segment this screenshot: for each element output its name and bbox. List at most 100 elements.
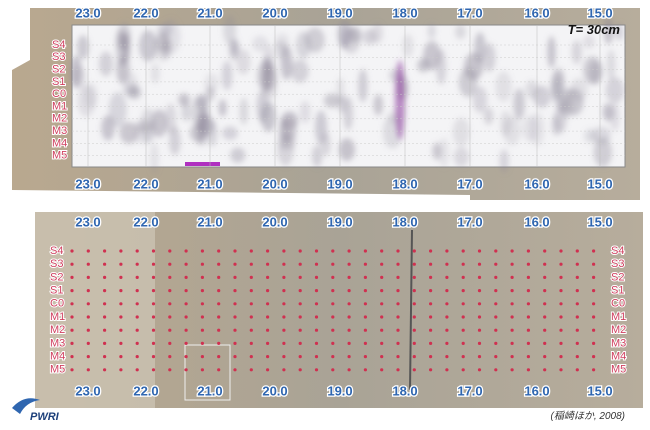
point bbox=[185, 263, 188, 266]
point bbox=[87, 249, 90, 252]
distance-label: 16.0 bbox=[524, 383, 549, 398]
scan-blob bbox=[222, 61, 233, 91]
point bbox=[413, 263, 416, 266]
scan-blob bbox=[275, 41, 287, 59]
point bbox=[364, 355, 367, 358]
point bbox=[185, 289, 188, 292]
point bbox=[152, 355, 155, 358]
point bbox=[315, 355, 318, 358]
point bbox=[592, 368, 595, 371]
point bbox=[282, 263, 285, 266]
point bbox=[445, 302, 448, 305]
point bbox=[380, 249, 383, 252]
point bbox=[70, 249, 73, 252]
point bbox=[87, 302, 90, 305]
point bbox=[429, 329, 432, 332]
point bbox=[266, 276, 269, 279]
point bbox=[266, 329, 269, 332]
row-label: M4 bbox=[50, 351, 65, 363]
point bbox=[527, 302, 530, 305]
point bbox=[380, 329, 383, 332]
point bbox=[462, 249, 465, 252]
point bbox=[429, 315, 432, 318]
point bbox=[510, 315, 513, 318]
point bbox=[364, 249, 367, 252]
point bbox=[217, 302, 220, 305]
scan-blob bbox=[547, 36, 555, 68]
point bbox=[543, 368, 546, 371]
point bbox=[103, 263, 106, 266]
point bbox=[559, 276, 562, 279]
point bbox=[315, 302, 318, 305]
distance-label: 19.0 bbox=[327, 5, 352, 20]
point bbox=[87, 263, 90, 266]
point bbox=[87, 368, 90, 371]
point bbox=[315, 276, 318, 279]
point bbox=[185, 249, 188, 252]
scan-blob bbox=[70, 56, 82, 88]
point bbox=[364, 368, 367, 371]
point bbox=[152, 329, 155, 332]
point bbox=[348, 315, 351, 318]
point bbox=[380, 263, 383, 266]
point bbox=[380, 276, 383, 279]
distance-label: 15.0 bbox=[587, 5, 612, 20]
distance-label: 23.0 bbox=[75, 5, 100, 20]
point bbox=[331, 302, 334, 305]
point bbox=[201, 289, 204, 292]
point bbox=[250, 289, 253, 292]
scan-blob bbox=[503, 116, 521, 145]
scan-blob bbox=[559, 88, 573, 118]
point bbox=[576, 355, 579, 358]
point bbox=[152, 276, 155, 279]
point bbox=[331, 249, 334, 252]
point bbox=[559, 263, 562, 266]
point bbox=[445, 315, 448, 318]
point bbox=[429, 289, 432, 292]
distance-label: 20.0 bbox=[262, 5, 287, 20]
thickness-label: T= 30cm bbox=[568, 22, 621, 37]
scan-blob bbox=[513, 88, 525, 119]
point bbox=[217, 368, 220, 371]
point bbox=[413, 329, 416, 332]
point bbox=[152, 315, 155, 318]
point bbox=[364, 263, 367, 266]
point bbox=[494, 368, 497, 371]
row-label: M5 bbox=[50, 364, 65, 376]
point bbox=[592, 302, 595, 305]
point bbox=[592, 276, 595, 279]
point bbox=[299, 368, 302, 371]
row-label: S3 bbox=[611, 258, 624, 270]
point bbox=[348, 342, 351, 345]
point bbox=[315, 329, 318, 332]
point bbox=[527, 249, 530, 252]
point bbox=[494, 329, 497, 332]
point bbox=[462, 368, 465, 371]
point bbox=[315, 263, 318, 266]
point bbox=[185, 342, 188, 345]
scan-blob bbox=[483, 43, 495, 72]
point bbox=[510, 355, 513, 358]
row-label: M2 bbox=[52, 113, 67, 125]
point bbox=[119, 249, 122, 252]
point bbox=[103, 329, 106, 332]
point bbox=[331, 315, 334, 318]
point bbox=[201, 302, 204, 305]
point bbox=[559, 289, 562, 292]
point bbox=[576, 342, 579, 345]
scan-blob bbox=[583, 56, 602, 84]
point bbox=[348, 249, 351, 252]
point bbox=[282, 249, 285, 252]
point bbox=[70, 263, 73, 266]
distance-label: 20.0 bbox=[262, 214, 287, 229]
point bbox=[413, 289, 416, 292]
scan-blob bbox=[279, 119, 289, 150]
point bbox=[380, 315, 383, 318]
point bbox=[543, 263, 546, 266]
point bbox=[396, 249, 399, 252]
point bbox=[152, 342, 155, 345]
scan-blob bbox=[554, 67, 565, 85]
distance-label: 23.0 bbox=[75, 383, 100, 398]
scan-blob bbox=[300, 101, 311, 124]
point bbox=[478, 289, 481, 292]
